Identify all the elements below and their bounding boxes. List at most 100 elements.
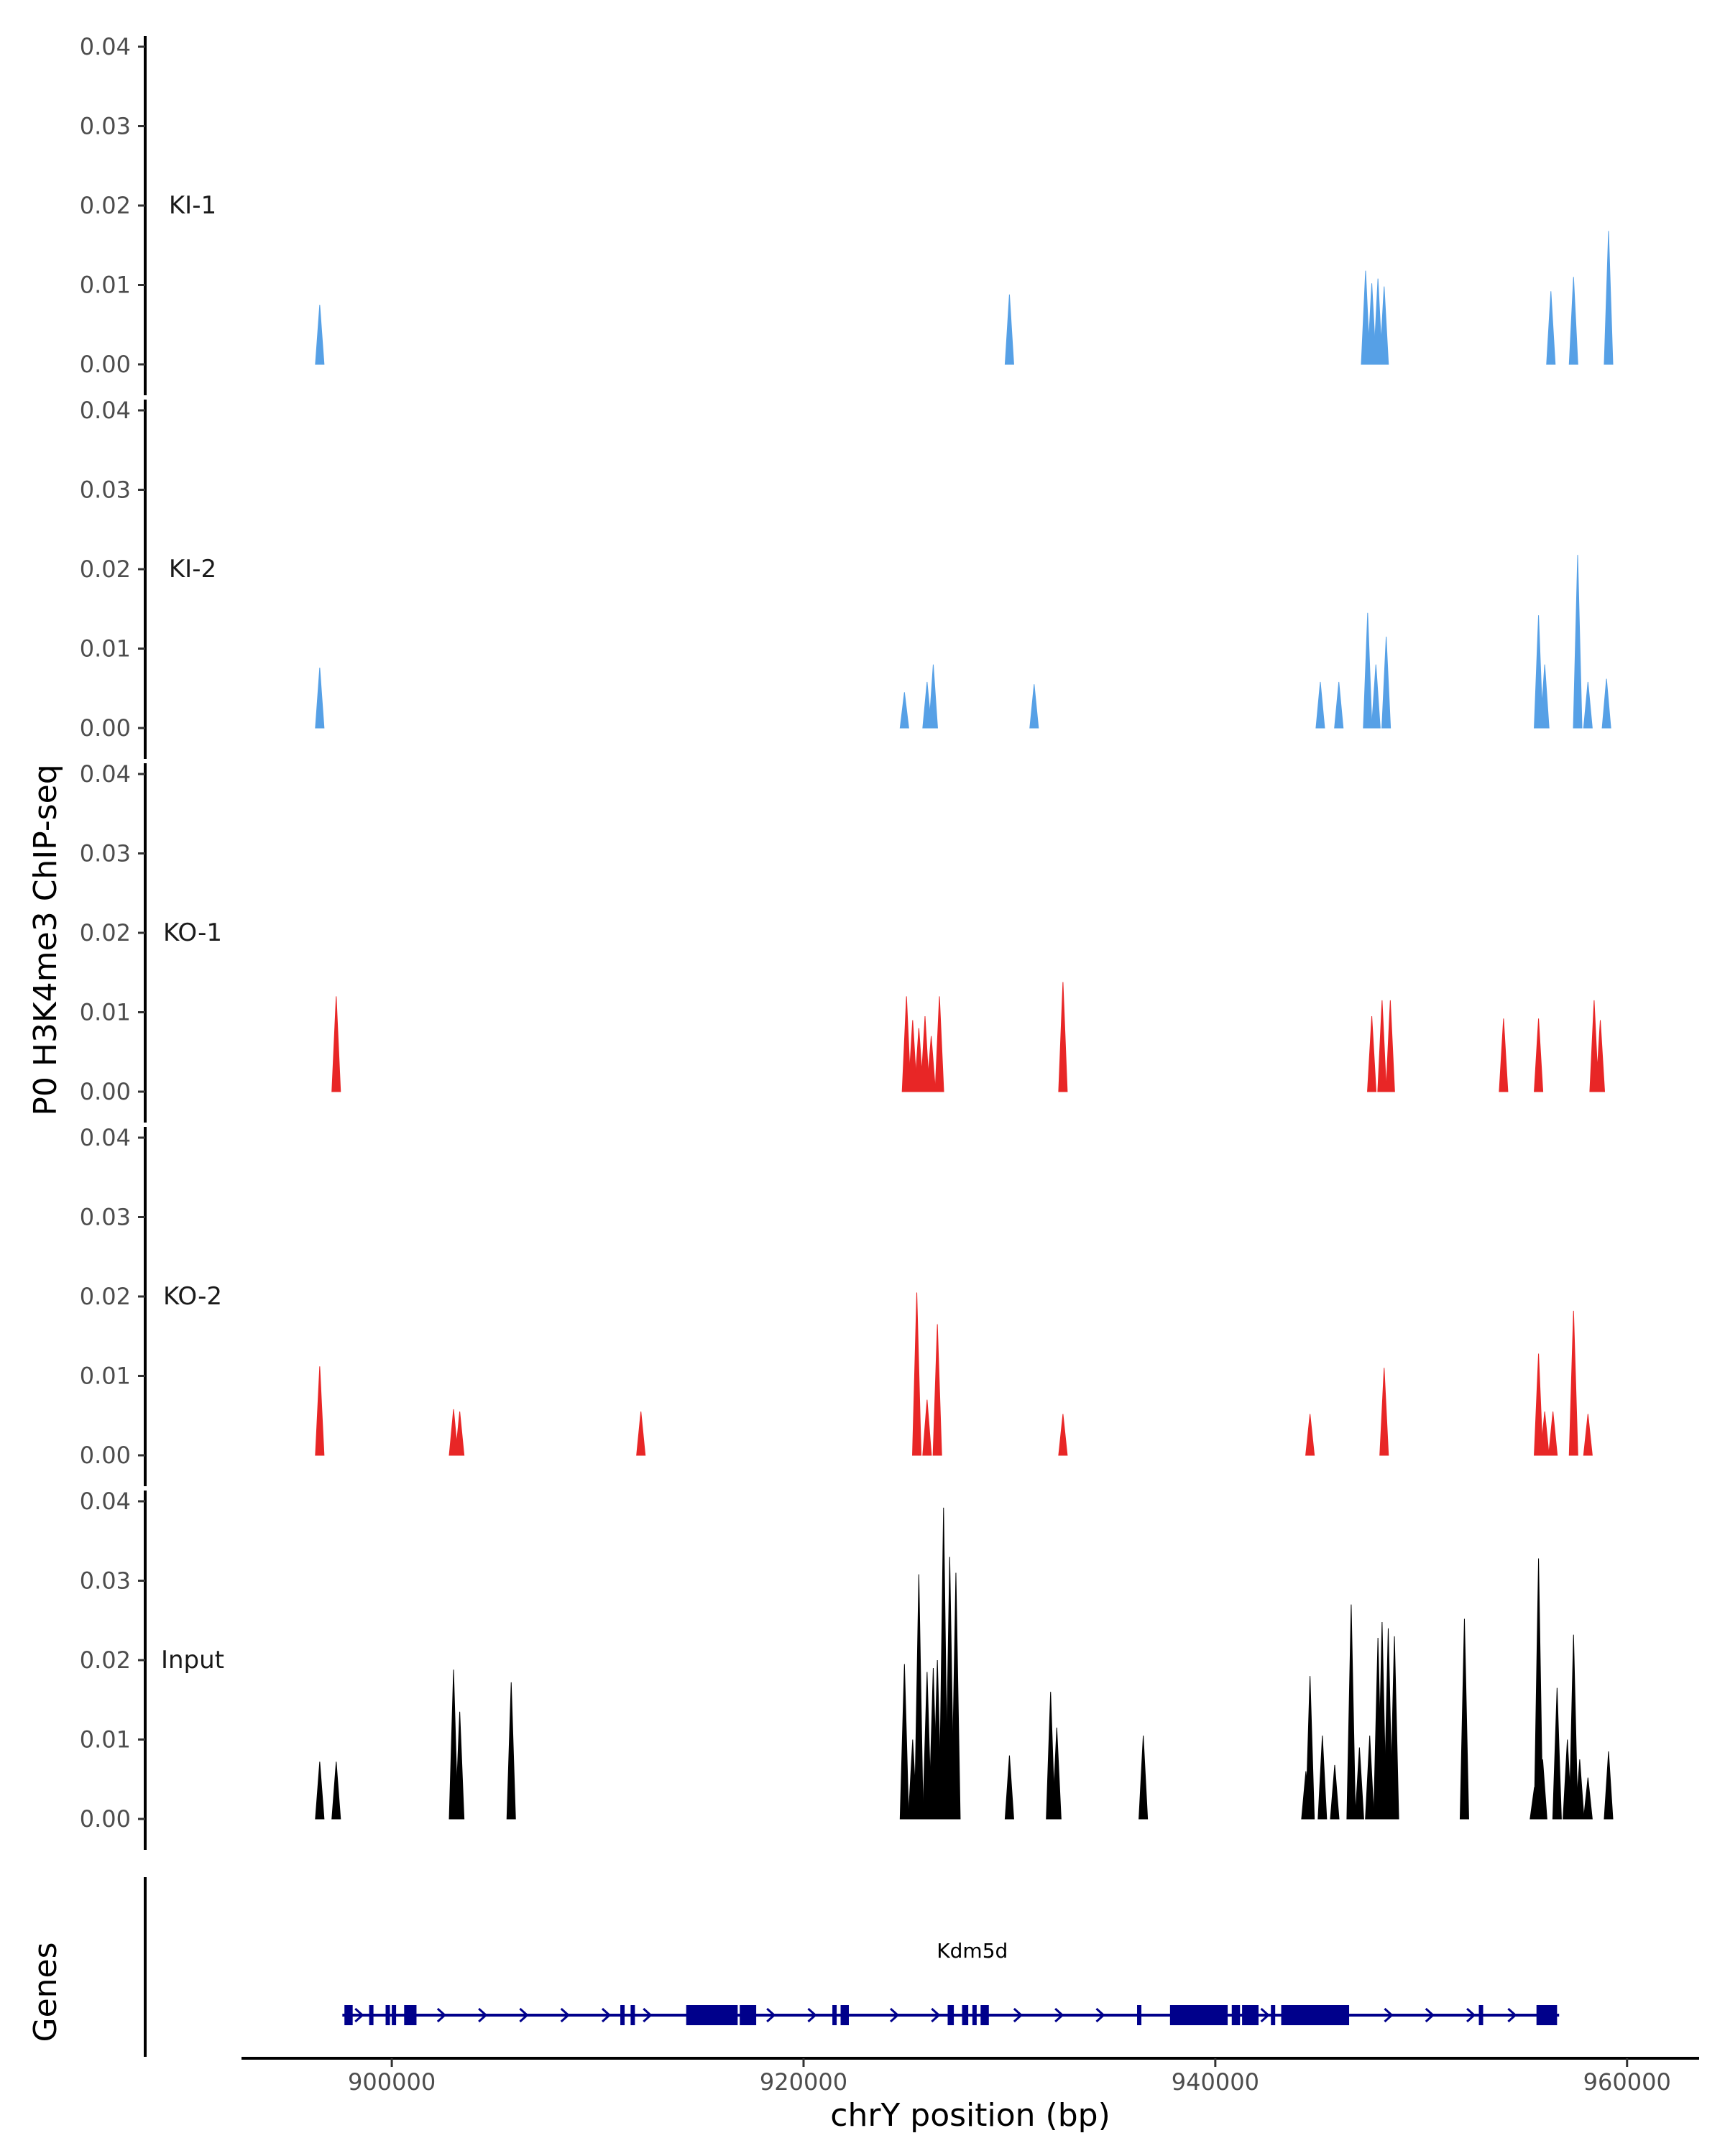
gene-exon: [404, 2005, 417, 2025]
peak-mark: [448, 1409, 459, 1456]
strand-arrow: [436, 2007, 447, 2023]
peak-mark: [1373, 278, 1383, 365]
peak-mark: [1004, 294, 1014, 365]
y-tick-label: 0.00: [80, 1078, 131, 1105]
peak-mark: [901, 996, 911, 1092]
track-label: KI-1: [169, 191, 216, 220]
peak-mark: [1573, 555, 1583, 729]
peak-mark: [1377, 1621, 1387, 1820]
peak-mark: [1004, 1755, 1014, 1820]
gene-exon: [980, 2005, 989, 2025]
peak-mark: [912, 1292, 922, 1456]
peak-mark: [1383, 1628, 1393, 1820]
y-tick-label: 0.04: [80, 33, 131, 60]
y-tick-label: 0.02: [80, 1646, 131, 1674]
strand-arrow: [1507, 2007, 1517, 2023]
peak-mark: [1589, 1000, 1599, 1092]
strand-arrow: [354, 2007, 364, 2023]
peak-mark: [455, 1711, 465, 1820]
peak-mark: [1367, 1015, 1377, 1092]
peak-mark: [908, 1020, 918, 1092]
peak-mark: [922, 1672, 932, 1820]
gene-name-label: Kdm5d: [937, 1939, 1008, 1963]
strand-arrow: [1013, 2007, 1024, 2023]
peak-mark: [1330, 1764, 1340, 1820]
y-tick-label: 0.02: [80, 1283, 131, 1310]
peak-mark: [1568, 1634, 1578, 1820]
peak-mark: [1459, 1618, 1469, 1820]
track-label: KO-2: [163, 1282, 222, 1311]
peak-mark: [315, 667, 325, 729]
y-axis-title: P0 H3K4me3 ChIP-seq: [27, 764, 64, 1115]
gene-track-title: Genes: [27, 1942, 64, 2042]
y-tick-label: 0.04: [80, 1488, 131, 1515]
peak-mark: [1354, 1747, 1364, 1820]
peak-mark: [1534, 615, 1544, 729]
peak-mark: [506, 1682, 516, 1820]
gene-exon: [1271, 2005, 1276, 2025]
peak-mark: [1575, 1759, 1585, 1820]
y-tick-label: 0.01: [80, 1363, 131, 1390]
peak-mark: [1367, 283, 1377, 365]
peak-mark: [951, 1572, 961, 1820]
peak-mark: [932, 1324, 942, 1456]
x-tick-label: 900000: [348, 2068, 436, 2096]
gene-exon: [840, 2005, 849, 2025]
strand-arrow: [1095, 2007, 1105, 2023]
track-label: KI-2: [169, 555, 216, 584]
strand-arrow: [1466, 2007, 1476, 2023]
gene-exon: [972, 2005, 977, 2025]
gene-exon: [392, 2005, 397, 2025]
peak-mark: [1305, 1676, 1315, 1820]
y-tick-label: 0.04: [80, 1124, 131, 1151]
track-panel-ko-2: 0.00 0.01 0.02 0.03 0.04 KO-2: [80, 1124, 1593, 1486]
gene-exon: [832, 2005, 837, 2025]
peak-mark: [1534, 1353, 1544, 1456]
gene-exon: [962, 2005, 969, 2025]
peak-mark: [1604, 1751, 1614, 1820]
peak-mark: [899, 1664, 909, 1820]
peak-mark: [922, 1399, 932, 1456]
gene-exon: [1231, 2005, 1241, 2025]
peak-mark: [1537, 1759, 1547, 1820]
y-tick-label: 0.03: [80, 1204, 131, 1231]
gene-exon: [620, 2005, 625, 2025]
peak-mark: [1389, 1636, 1399, 1820]
peak-mark: [1058, 982, 1068, 1092]
strand-arrow: [931, 2007, 941, 2023]
y-tick-label: 0.00: [80, 1442, 131, 1469]
peak-mark: [1305, 1414, 1315, 1456]
peak-mark: [944, 1557, 954, 1820]
strand-arrow: [478, 2007, 488, 2023]
strand-arrow: [1425, 2007, 1435, 2023]
gene-exon: [686, 2005, 738, 2025]
y-tick-label: 0.03: [80, 476, 131, 504]
peak-mark: [1138, 1735, 1149, 1820]
peak-mark: [331, 996, 341, 1092]
y-tick-label: 0.00: [80, 1805, 131, 1833]
y-tick-label: 0.03: [80, 840, 131, 867]
peak-mark: [315, 1761, 325, 1820]
gene-exon: [1478, 2005, 1484, 2025]
track-panel-ki-1: 0.00 0.01 0.02 0.03 0.04 KI-1: [80, 33, 1614, 395]
peak-mark: [1363, 612, 1373, 729]
peak-mark: [1595, 1020, 1606, 1092]
gene-exon: [344, 2005, 353, 2025]
x-axis: 900000 920000 940000 960000: [242, 2057, 1699, 2096]
gene-exon: [630, 2005, 635, 2025]
peak-mark: [1058, 1414, 1068, 1456]
peak-mark: [920, 1015, 930, 1092]
x-tick-label: 940000: [1172, 2068, 1259, 2096]
peak-mark: [1568, 277, 1578, 365]
y-tick-label: 0.02: [80, 192, 131, 219]
y-tick-label: 0.01: [80, 999, 131, 1026]
peak-mark: [1377, 1000, 1387, 1092]
chip-seq-panels: 0.00 0.01 0.02 0.03 0.04 KI-1 0.00 0.01 0.02 0.03…: [80, 33, 1614, 1850]
peak-mark: [1548, 1411, 1558, 1456]
strand-arrow: [560, 2007, 570, 2023]
gene-exon: [947, 2005, 954, 2025]
peak-mark: [1381, 636, 1392, 729]
y-tick-label: 0.03: [80, 113, 131, 140]
x-tick-label: 960000: [1583, 2068, 1671, 2096]
